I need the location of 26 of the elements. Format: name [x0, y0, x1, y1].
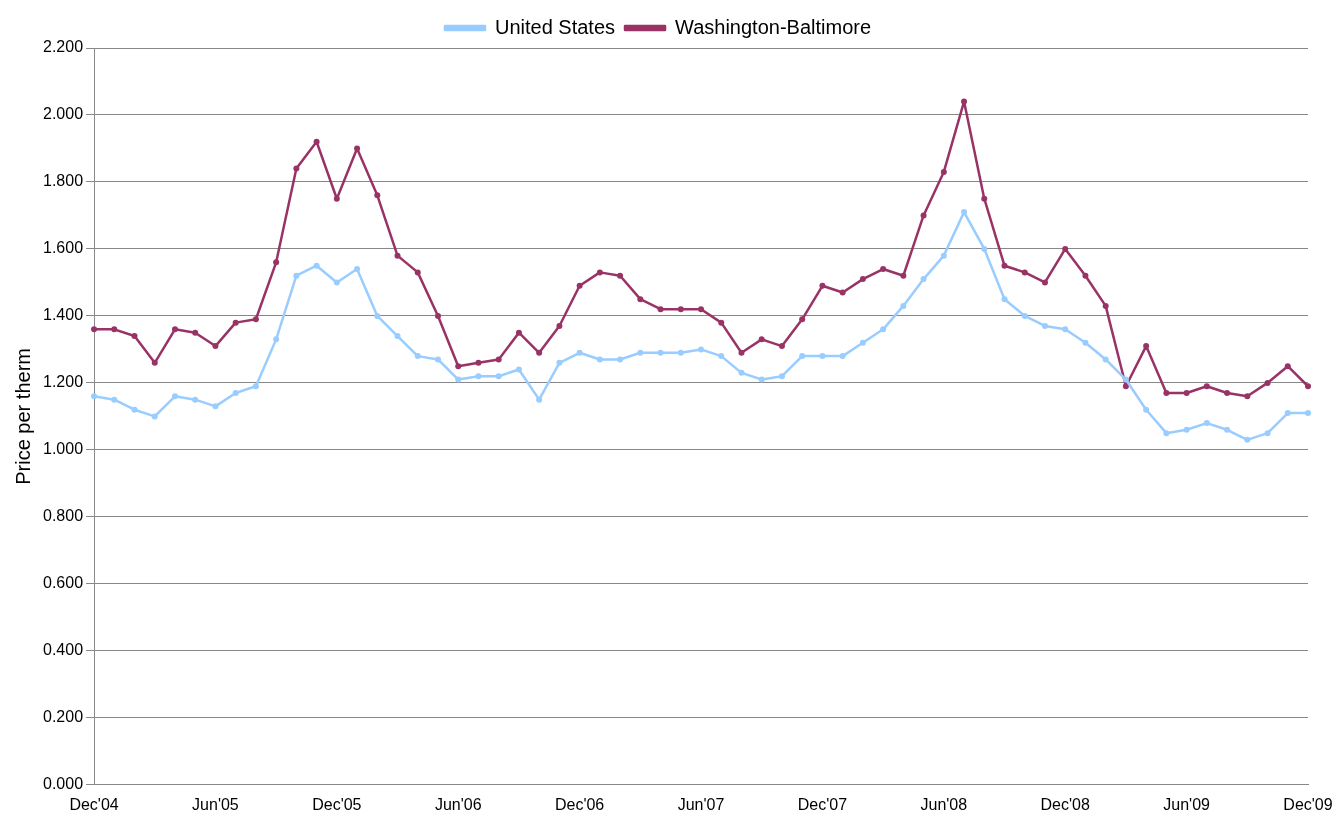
- y-tick-label: 2.200: [42, 38, 84, 56]
- y-tick-label: 2.000: [42, 105, 84, 123]
- x-tick-label: Dec'06: [554, 795, 605, 813]
- x-tick-label: Jun'08: [920, 795, 968, 813]
- y-axis-title: Price per therm: [11, 348, 34, 485]
- x-tick-label: Dec'09: [1283, 795, 1333, 813]
- y-tick-label: 0.800: [42, 507, 84, 525]
- legend-label: United States: [494, 15, 616, 38]
- x-tick-label: Dec'05: [312, 795, 362, 813]
- x-tick-label: Dec'04: [69, 795, 119, 813]
- x-tick-label: Jun'06: [434, 795, 482, 813]
- y-tick-label: 1.200: [42, 373, 84, 391]
- x-tick-label: Jun'05: [192, 795, 239, 813]
- x-tick-label: Dec'07: [797, 795, 848, 813]
- y-tick-label: 1.600: [42, 239, 84, 257]
- x-tick-label: Dec'08: [1040, 795, 1090, 813]
- y-tick-label: 0.400: [42, 641, 84, 659]
- y-tick-label: 0.600: [42, 574, 84, 592]
- x-tick-label: Jun'07: [677, 795, 725, 813]
- y-tick-label: 0.000: [42, 775, 84, 793]
- legend-label: Washington-Baltimore: [675, 15, 872, 38]
- y-tick-label: 1.400: [42, 306, 84, 324]
- x-tick-label: Jun'09: [1163, 795, 1211, 813]
- y-tick-label: 1.800: [42, 172, 84, 190]
- y-tick-label: 0.200: [42, 708, 84, 726]
- y-tick-label: 1.000: [42, 440, 84, 458]
